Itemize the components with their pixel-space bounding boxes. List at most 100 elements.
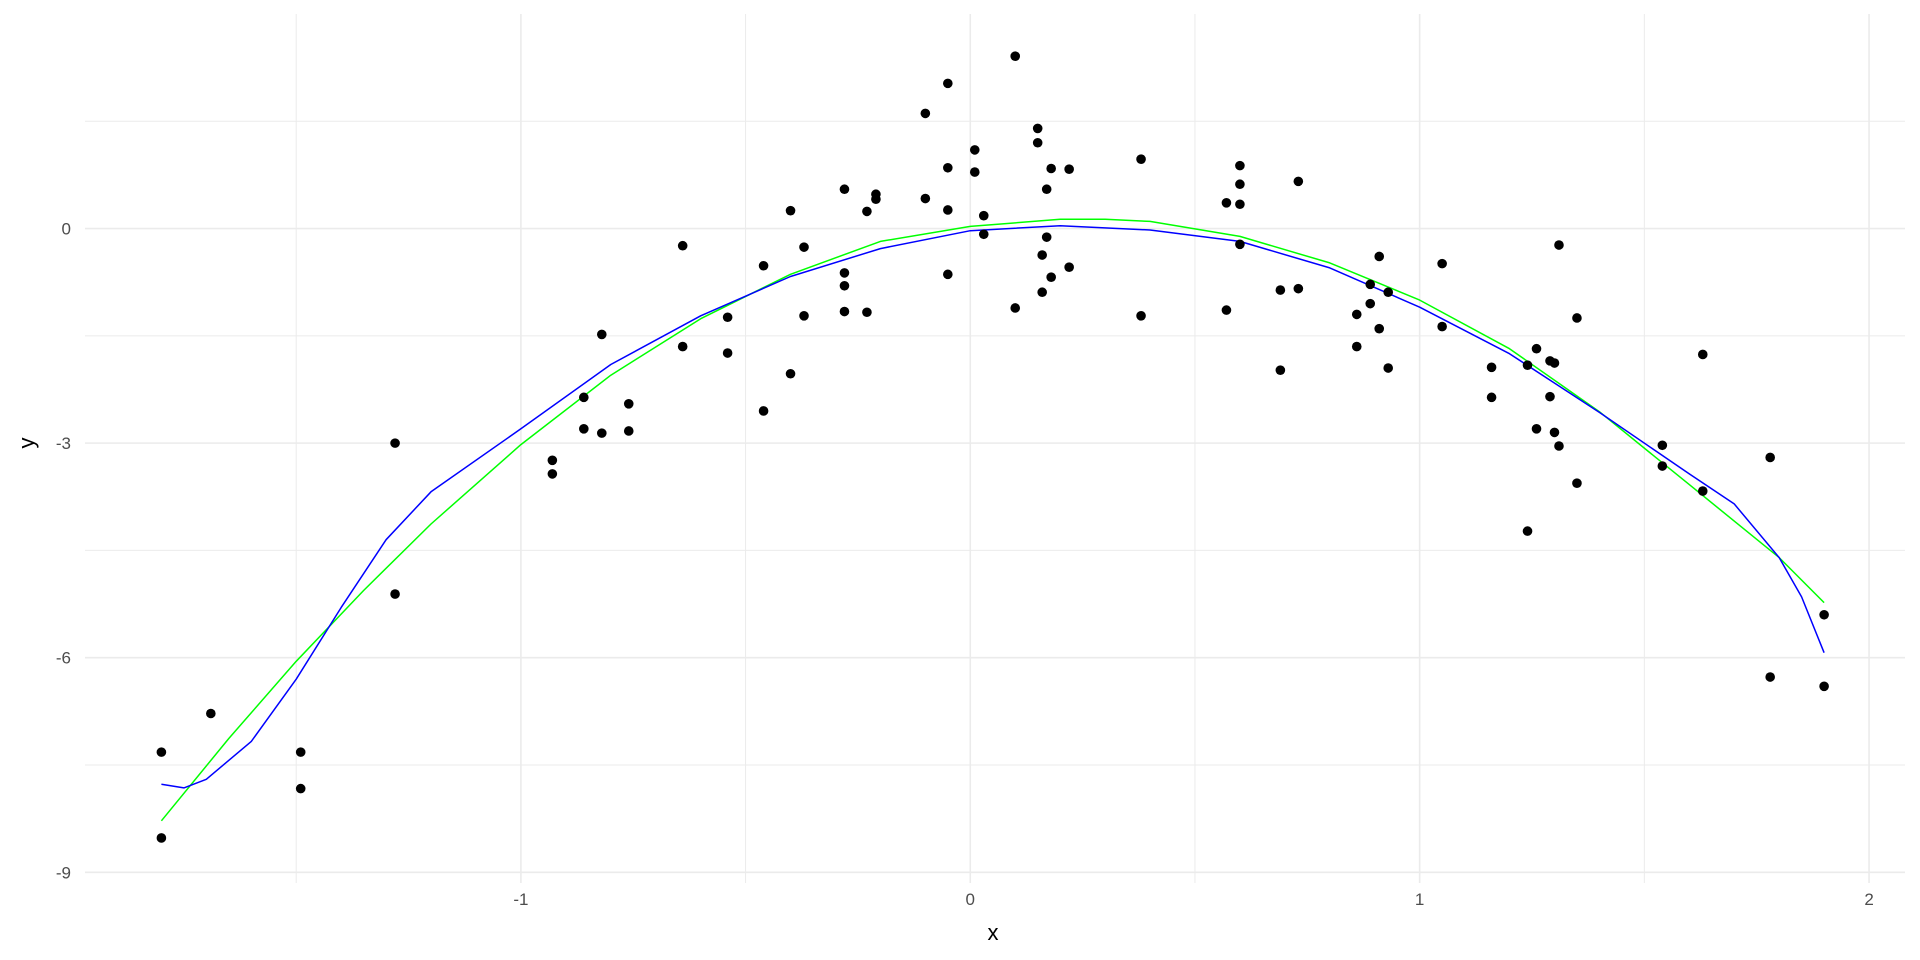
- data-point: [1235, 239, 1245, 250]
- data-point: [1549, 427, 1560, 438]
- data-point: [839, 184, 850, 195]
- data-point: [1486, 392, 1497, 403]
- x-tick-label: 1: [1415, 890, 1424, 909]
- data-point: [871, 194, 881, 205]
- data-point: [623, 398, 634, 409]
- green-fit-curve: [160, 218, 1825, 822]
- data-point: [785, 368, 796, 379]
- data-point: [978, 229, 989, 240]
- data-point: [862, 206, 872, 217]
- data-point: [1657, 440, 1668, 451]
- major-gridlines: [85, 14, 1905, 883]
- blue-fit-curve: [161, 224, 1825, 789]
- x-tick-labels: -1 0 1 2: [513, 890, 1873, 909]
- x-axis-title: x: [988, 920, 999, 945]
- y-tick-label: -9: [56, 863, 71, 882]
- data-point: [1549, 358, 1560, 368]
- x-tick-label: 0: [966, 890, 975, 909]
- data-point: [799, 311, 809, 321]
- data-point: [1531, 343, 1542, 354]
- data-point: [1765, 672, 1775, 682]
- data-point: [579, 424, 589, 434]
- data-point: [1351, 309, 1362, 320]
- data-point: [596, 329, 607, 340]
- data-point: [1437, 258, 1447, 269]
- data-point: [1221, 198, 1232, 208]
- data-point: [1293, 283, 1304, 294]
- data-point: [1136, 311, 1146, 321]
- data-point: [1383, 287, 1394, 298]
- data-point: [862, 307, 872, 318]
- data-point: [978, 210, 989, 221]
- x-tick-label: -1: [513, 890, 528, 909]
- data-point: [1046, 272, 1056, 283]
- data-point: [920, 108, 931, 119]
- data-points: [156, 51, 1829, 843]
- data-point: [547, 469, 558, 479]
- data-point: [390, 438, 400, 448]
- data-point: [1221, 305, 1232, 315]
- data-point: [1819, 681, 1829, 692]
- fit-curves: [160, 218, 1825, 822]
- data-point: [920, 193, 931, 204]
- data-point: [1293, 176, 1304, 187]
- data-point: [1531, 424, 1542, 434]
- data-point: [1697, 486, 1708, 496]
- data-point: [969, 145, 980, 155]
- data-point: [1697, 349, 1708, 360]
- data-point: [1037, 250, 1047, 260]
- minor-gridlines: [85, 14, 1905, 883]
- data-point: [1010, 303, 1021, 313]
- data-point: [799, 242, 809, 252]
- data-point: [1572, 478, 1582, 488]
- data-point: [596, 428, 607, 438]
- data-point: [969, 167, 980, 177]
- data-point: [943, 205, 953, 215]
- data-point: [1554, 441, 1564, 451]
- data-point: [839, 268, 850, 278]
- data-point: [1437, 321, 1447, 332]
- data-point: [1235, 160, 1245, 171]
- data-point: [206, 708, 216, 719]
- data-point: [1041, 232, 1052, 242]
- data-point: [943, 78, 953, 89]
- data-point: [295, 747, 306, 757]
- data-point: [1486, 362, 1497, 373]
- data-point: [1765, 452, 1775, 463]
- data-point: [677, 341, 688, 352]
- data-point: [1032, 123, 1043, 134]
- data-point: [1554, 240, 1564, 250]
- data-point: [295, 783, 306, 794]
- data-point: [547, 455, 558, 466]
- data-point: [839, 280, 850, 291]
- data-point: [156, 747, 167, 757]
- data-point: [1041, 184, 1052, 195]
- data-point: [623, 426, 634, 436]
- data-point: [1037, 287, 1047, 298]
- data-point: [1032, 137, 1043, 148]
- data-point: [1522, 526, 1533, 536]
- data-point: [943, 269, 953, 280]
- data-point: [1572, 313, 1582, 323]
- data-point: [1064, 164, 1074, 175]
- data-point: [943, 162, 953, 173]
- y-tick-labels: -9 -6 -3 0: [56, 220, 71, 883]
- data-point: [758, 260, 769, 271]
- data-point: [1046, 163, 1056, 174]
- data-point: [1351, 341, 1362, 352]
- data-point: [677, 240, 688, 251]
- data-point: [156, 833, 167, 843]
- data-point: [1657, 461, 1668, 471]
- data-point: [1275, 285, 1286, 295]
- data-point: [785, 205, 796, 216]
- data-point: [1010, 51, 1021, 61]
- data-point: [1365, 298, 1376, 309]
- data-point: [1275, 365, 1286, 375]
- data-point: [1545, 391, 1555, 402]
- data-point: [1365, 279, 1376, 290]
- data-point: [1374, 323, 1385, 334]
- data-point: [839, 306, 850, 317]
- data-point: [1235, 199, 1245, 210]
